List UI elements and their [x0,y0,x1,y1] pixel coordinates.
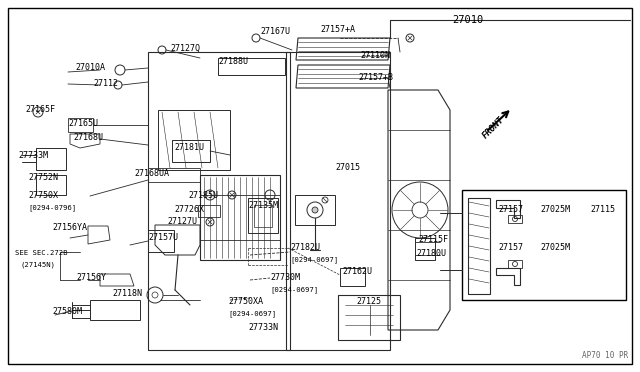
Bar [508,215,522,223]
Text: AP70 10 PR: AP70 10 PR [582,351,628,360]
Bar [198,205,220,217]
Text: 27112: 27112 [93,80,118,89]
Bar [248,198,278,233]
Text: 27168U: 27168U [73,132,103,141]
Text: 27733N: 27733N [248,324,278,333]
Text: 27135M: 27135M [248,201,278,209]
Text: 27181U: 27181U [174,144,204,153]
Bar [508,260,522,268]
Text: FRONT: FRONT [481,115,507,141]
Text: 27115F: 27115F [418,235,448,244]
Text: 27025M: 27025M [540,244,570,253]
Text: 27182U: 27182U [290,244,320,253]
Bar [462,190,626,300]
Text: (27145N): (27145N) [20,262,55,268]
Text: 27115: 27115 [590,205,615,215]
Text: 27118N: 27118N [112,289,142,298]
Text: 27188U: 27188U [218,58,248,67]
Bar [36,175,66,195]
Text: 27185U: 27185U [188,192,218,201]
Text: 27726X: 27726X [174,205,204,215]
Text: [0294-0697]: [0294-0697] [290,257,338,263]
Text: 27157: 27157 [498,205,523,215]
Text: 27157U: 27157U [148,234,178,243]
Text: 27750X: 27750X [28,192,58,201]
Text: [0294-0697]: [0294-0697] [228,311,276,317]
Text: 27015: 27015 [335,164,360,173]
Circle shape [312,207,318,213]
Text: 27165U: 27165U [68,119,98,128]
Text: 27750XA: 27750XA [228,298,263,307]
Text: 27752N: 27752N [28,173,58,183]
Text: 27010: 27010 [452,15,483,25]
Bar [295,195,335,225]
Text: 27168UA: 27168UA [134,169,169,177]
Text: 27157+A: 27157+A [320,26,355,35]
Bar [340,268,365,286]
Text: 27733M: 27733M [18,151,48,160]
Text: 27580M: 27580M [52,308,82,317]
Text: [0294-0697]: [0294-0697] [270,286,318,294]
Text: 27157: 27157 [498,244,523,253]
Bar [415,238,435,260]
Text: 27125: 27125 [356,298,381,307]
Text: 27156Y: 27156Y [76,273,106,282]
Text: 27730M: 27730M [270,273,300,282]
Text: 27025M: 27025M [540,205,570,215]
Bar [68,118,93,132]
Bar [254,205,272,227]
Text: 27156YA: 27156YA [52,224,87,232]
Text: [0294-0796]: [0294-0796] [28,205,76,211]
Text: 27127U: 27127U [167,218,197,227]
Text: 27157+B: 27157+B [358,74,393,83]
Text: 27165F: 27165F [25,106,55,115]
Text: 27110N: 27110N [360,51,390,60]
Text: 27162U: 27162U [342,267,372,276]
Text: 27127Q: 27127Q [170,44,200,52]
Text: 27167U: 27167U [260,28,290,36]
Text: 27010A: 27010A [75,64,105,73]
Text: SEE SEC.272B: SEE SEC.272B [15,250,67,256]
Bar [148,230,174,252]
Text: 27180U: 27180U [416,250,446,259]
Bar [36,148,66,170]
